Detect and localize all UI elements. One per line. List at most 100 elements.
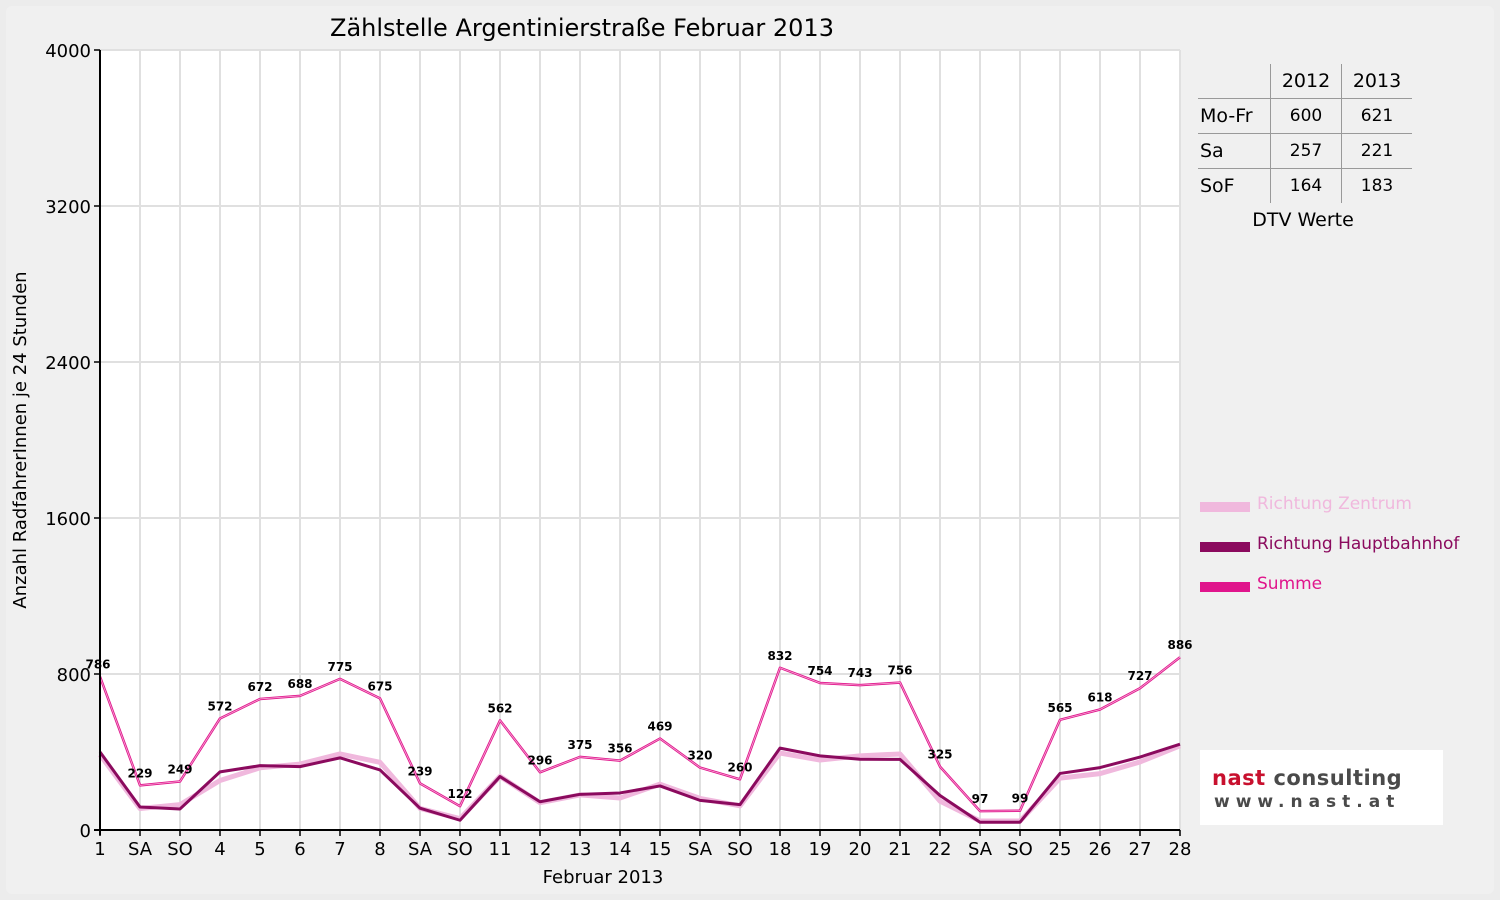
data-labels: 786 229 249 572 672 688 775 675 239 122 562 296 375 3… — [85, 638, 1192, 806]
data-label: 99 — [1012, 792, 1029, 806]
dtv-row-sof: SoF 164 183 — [1198, 168, 1412, 203]
dtv-row-label: SoF — [1200, 175, 1235, 197]
x-tick-label: 22 — [929, 839, 952, 860]
plot-area — [100, 50, 1180, 830]
data-label: 356 — [607, 742, 632, 756]
dtv-row-label: Sa — [1198, 133, 1271, 169]
legend-swatch-hauptbahnhof — [1200, 542, 1250, 552]
logo-url: www.nast.at — [1214, 792, 1401, 812]
data-label: 260 — [727, 760, 752, 774]
x-tick-label: 6 — [294, 839, 305, 860]
y-tick-label: 1600 — [45, 509, 91, 530]
dtv-header-row: 2012 2013 — [1198, 64, 1412, 99]
x-tick-label: SO — [727, 839, 753, 860]
dtv-table: 2012 2013 Mo-Fr 600 621 Sa 257 221 SoF 1… — [1198, 64, 1412, 203]
tick-labels: 0 800 1600 2400 3200 4000 1 SA SO 4 5 6 7 8 SA SO 11 12 13… — [45, 41, 1191, 860]
data-label: 754 — [807, 664, 832, 678]
data-label: 688 — [287, 677, 312, 691]
x-tick-label: 5 — [254, 839, 265, 860]
data-label: 249 — [167, 762, 192, 776]
data-label: 743 — [847, 666, 872, 680]
x-tick-label: 21 — [889, 839, 912, 860]
data-label: 296 — [527, 753, 552, 767]
y-tick-label: 0 — [80, 821, 91, 842]
y-tick-label: 2400 — [45, 353, 91, 374]
dtv-header-2012: 2012 — [1270, 64, 1342, 99]
dtv-value-2012: 257 — [1270, 133, 1342, 169]
data-label: 239 — [407, 764, 432, 778]
chart-title: Zählstelle Argentinierstraße Februar 201… — [330, 14, 834, 42]
logo-name-part2: consulting — [1273, 766, 1403, 790]
dtv-header-empty — [1198, 64, 1271, 99]
x-tick-label: SO — [447, 839, 473, 860]
y-tick-label: 800 — [57, 665, 91, 686]
x-tick-label: 25 — [1049, 839, 1072, 860]
legend-label-hauptbahnhof: Richtung Hauptbahnhof — [1257, 534, 1460, 554]
data-label: 122 — [447, 787, 472, 801]
x-tick-label: SA — [968, 839, 993, 860]
x-tick-label: 12 — [529, 839, 552, 860]
x-tick-label: SO — [1007, 839, 1033, 860]
series-line-summe-highlight — [99, 656, 1181, 812]
nast-consulting-logo: nast consulting www.nast.at — [1200, 750, 1443, 825]
legend-label-zentrum: Richtung Zentrum — [1257, 494, 1412, 514]
x-tick-label: SA — [688, 839, 713, 860]
data-label: 672 — [247, 680, 272, 694]
data-label: 886 — [1167, 638, 1192, 652]
data-label: 775 — [327, 660, 352, 674]
dtv-row-sa: Sa 257 221 — [1198, 133, 1412, 169]
data-label: 97 — [972, 792, 989, 806]
y-axis-label: Anzahl RadfahrerInnen je 24 Stunden — [10, 271, 31, 608]
y-tick-label: 3200 — [45, 197, 91, 218]
x-tick-label: 15 — [649, 839, 672, 860]
dtv-value-2012: 600 — [1270, 98, 1342, 134]
x-tick-label: 18 — [769, 839, 792, 860]
x-tick-label: 27 — [1129, 839, 1152, 860]
axes — [94, 49, 1181, 836]
legend-label-summe: Summe — [1257, 574, 1323, 594]
x-tick-label: 13 — [569, 839, 592, 860]
y-tick-label: 4000 — [45, 41, 91, 62]
dtv-value-2012: 164 — [1270, 168, 1342, 203]
data-label: 675 — [367, 679, 392, 693]
series-line-hauptbahnhof — [98, 742, 1181, 824]
data-label: 727 — [1127, 669, 1152, 683]
data-label: 786 — [85, 658, 110, 672]
x-tick-label: 8 — [374, 839, 385, 860]
dtv-row-label: Mo-Fr — [1198, 98, 1271, 134]
data-label: 562 — [487, 701, 512, 715]
logo-name-part1: nast — [1212, 766, 1266, 790]
data-label: 375 — [567, 738, 592, 752]
x-tick-label: 19 — [809, 839, 832, 860]
dtv-value-2013: 183 — [1341, 168, 1412, 203]
vertical-gridlines — [139, 50, 1181, 830]
x-tick-label: SA — [128, 839, 153, 860]
x-tick-label: 20 — [849, 839, 872, 860]
dtv-value-2013: 621 — [1341, 98, 1412, 134]
x-tick-label: 26 — [1089, 839, 1112, 860]
data-label: 320 — [687, 749, 712, 763]
dtv-value-2013: 221 — [1341, 133, 1412, 169]
data-label: 618 — [1087, 690, 1112, 704]
x-tick-label: SA — [408, 839, 433, 860]
x-tick-label: 7 — [334, 839, 345, 860]
x-axis-label: Februar 2013 — [543, 867, 664, 888]
data-label: 325 — [927, 748, 952, 762]
x-tick-label: 28 — [1169, 839, 1192, 860]
data-label: 756 — [887, 664, 912, 678]
legend-swatch-zentrum — [1200, 502, 1250, 512]
data-label: 469 — [647, 720, 672, 734]
x-tick-label: 1 — [94, 839, 105, 860]
data-label: 832 — [767, 649, 792, 663]
series-layer — [97, 656, 1181, 824]
legend-swatch-summe — [1200, 582, 1250, 592]
x-tick-label: 11 — [489, 839, 512, 860]
data-label: 572 — [207, 699, 232, 713]
dtv-row-mofr: Mo-Fr 600 621 — [1198, 98, 1412, 134]
x-tick-label: SO — [167, 839, 193, 860]
data-label: 565 — [1047, 701, 1072, 715]
dtv-header-2013: 2013 — [1341, 64, 1412, 99]
dtv-caption: DTV Werte — [1252, 209, 1354, 231]
horizontal-gridlines — [100, 49, 1180, 675]
x-tick-label: 4 — [214, 839, 225, 860]
